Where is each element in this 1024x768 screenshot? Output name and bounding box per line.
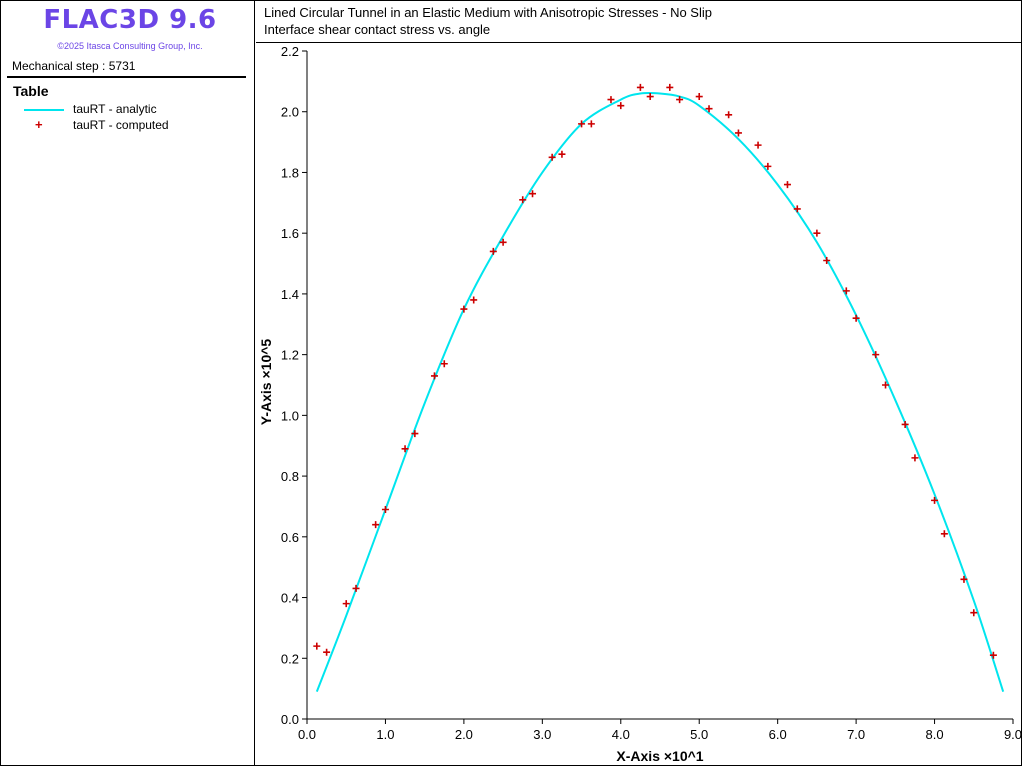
computed-point — [352, 584, 360, 592]
y-tick-label: 0.8 — [281, 469, 299, 484]
computed-point — [381, 505, 389, 513]
x-tick-label: 1.0 — [376, 727, 394, 742]
computed-point — [901, 420, 909, 428]
app-title: FLAC3D 9.6 — [43, 5, 217, 35]
computed-point — [578, 120, 586, 128]
computed-point — [764, 162, 772, 170]
computed-point — [519, 196, 527, 204]
computed-point — [842, 287, 850, 295]
legend-line-swatch — [24, 109, 64, 111]
computed-point — [646, 93, 654, 101]
computed-point — [529, 190, 537, 198]
computed-point — [911, 454, 919, 462]
computed-point — [783, 181, 791, 189]
y-tick-label: 1.0 — [281, 408, 299, 423]
plus-marker-icon: + — [35, 117, 43, 132]
series-layer — [313, 83, 1005, 693]
x-tick-label: 4.0 — [612, 727, 630, 742]
computed-point — [754, 141, 762, 149]
y-tick-label: 0.0 — [281, 712, 299, 727]
computed-point — [440, 360, 448, 368]
axes: 0.0 1.0 2.0 3.0 4.0 5.0 6.0 7.0 8.0 9.0 0.0 0.2 0.4 0… — [281, 44, 1021, 742]
mechanical-step-label: Mechanical step : 5731 — [12, 59, 136, 73]
computed-point — [470, 296, 478, 304]
y-tick-label: 1.8 — [281, 165, 299, 180]
computed-point — [636, 83, 644, 91]
computed-point — [676, 96, 684, 104]
y-tick-label: 0.4 — [281, 591, 299, 606]
chart-subtitle: Interface shear contact stress vs. angle — [264, 22, 491, 37]
computed-point — [989, 651, 997, 659]
computed-point — [313, 642, 321, 650]
computed-point — [372, 521, 380, 529]
x-tick-label: 5.0 — [690, 727, 708, 742]
computed-point — [725, 111, 733, 119]
chart-title-box: Lined Circular Tunnel in an Elastic Medi… — [256, 1, 1021, 43]
x-tick-label: 3.0 — [533, 727, 551, 742]
x-tick-label: 6.0 — [769, 727, 787, 742]
computed-point — [695, 93, 703, 101]
computed-point — [489, 247, 497, 255]
computed-point — [940, 530, 948, 538]
x-tick-label: 0.0 — [298, 727, 316, 742]
computed-point — [931, 496, 939, 504]
y-tick-label: 1.4 — [281, 287, 299, 302]
computed-point — [411, 430, 419, 438]
panel-divider — [7, 76, 246, 78]
computed-point — [970, 609, 978, 617]
computed-point — [882, 381, 890, 389]
computed-point — [872, 351, 880, 359]
computed-point — [548, 153, 556, 161]
computed-point — [499, 238, 507, 246]
y-axis-title: Y-Axis ×10^5 — [258, 339, 274, 426]
x-tick-label: 7.0 — [847, 727, 865, 742]
analytic-series-line — [315, 91, 1005, 693]
copyright-text: ©2025 Itasca Consulting Group, Inc. — [57, 41, 203, 51]
computed-point — [705, 105, 713, 113]
x-tick-label: 9.0 — [1004, 727, 1021, 742]
computed-point — [323, 648, 331, 656]
legend-item-analytic: tauRT - analytic — [1, 102, 251, 118]
legend-item-label: tauRT - analytic — [73, 102, 157, 116]
computed-point — [460, 305, 468, 313]
x-tick-label: 8.0 — [926, 727, 944, 742]
info-panel: FLAC3D 9.6 ©2025 Itasca Consulting Group… — [1, 1, 255, 765]
computed-point — [960, 575, 968, 583]
computed-point — [813, 229, 821, 237]
computed-point — [793, 205, 801, 213]
x-axis-title: X-Axis ×10^1 — [616, 748, 703, 764]
y-tick-label: 0.6 — [281, 530, 299, 545]
computed-point — [823, 257, 831, 265]
y-tick-label: 0.2 — [281, 651, 299, 666]
computed-point — [852, 314, 860, 322]
legend-item-computed: + tauRT - computed — [1, 118, 251, 134]
chart-title: Lined Circular Tunnel in an Elastic Medi… — [264, 5, 712, 20]
computed-point — [617, 102, 625, 110]
computed-point — [666, 83, 674, 91]
legend-title: Table — [13, 83, 49, 99]
computed-point — [734, 129, 742, 137]
chart-plot-area: 0.0 1.0 2.0 3.0 4.0 5.0 6.0 7.0 8.0 9.0 0.0 0.2 0.4 0… — [258, 44, 1021, 764]
y-tick-label: 1.2 — [281, 348, 299, 363]
y-tick-label: 1.6 — [281, 226, 299, 241]
y-tick-label: 2.0 — [281, 105, 299, 120]
computed-point — [430, 372, 438, 380]
legend-item-label: tauRT - computed — [73, 118, 169, 132]
x-tick-label: 2.0 — [455, 727, 473, 742]
computed-point — [401, 445, 409, 453]
computed-point — [342, 600, 350, 608]
y-tick-label: 2.2 — [281, 44, 299, 59]
computed-point — [558, 150, 566, 158]
computed-point — [587, 120, 595, 128]
computed-point — [607, 96, 615, 104]
